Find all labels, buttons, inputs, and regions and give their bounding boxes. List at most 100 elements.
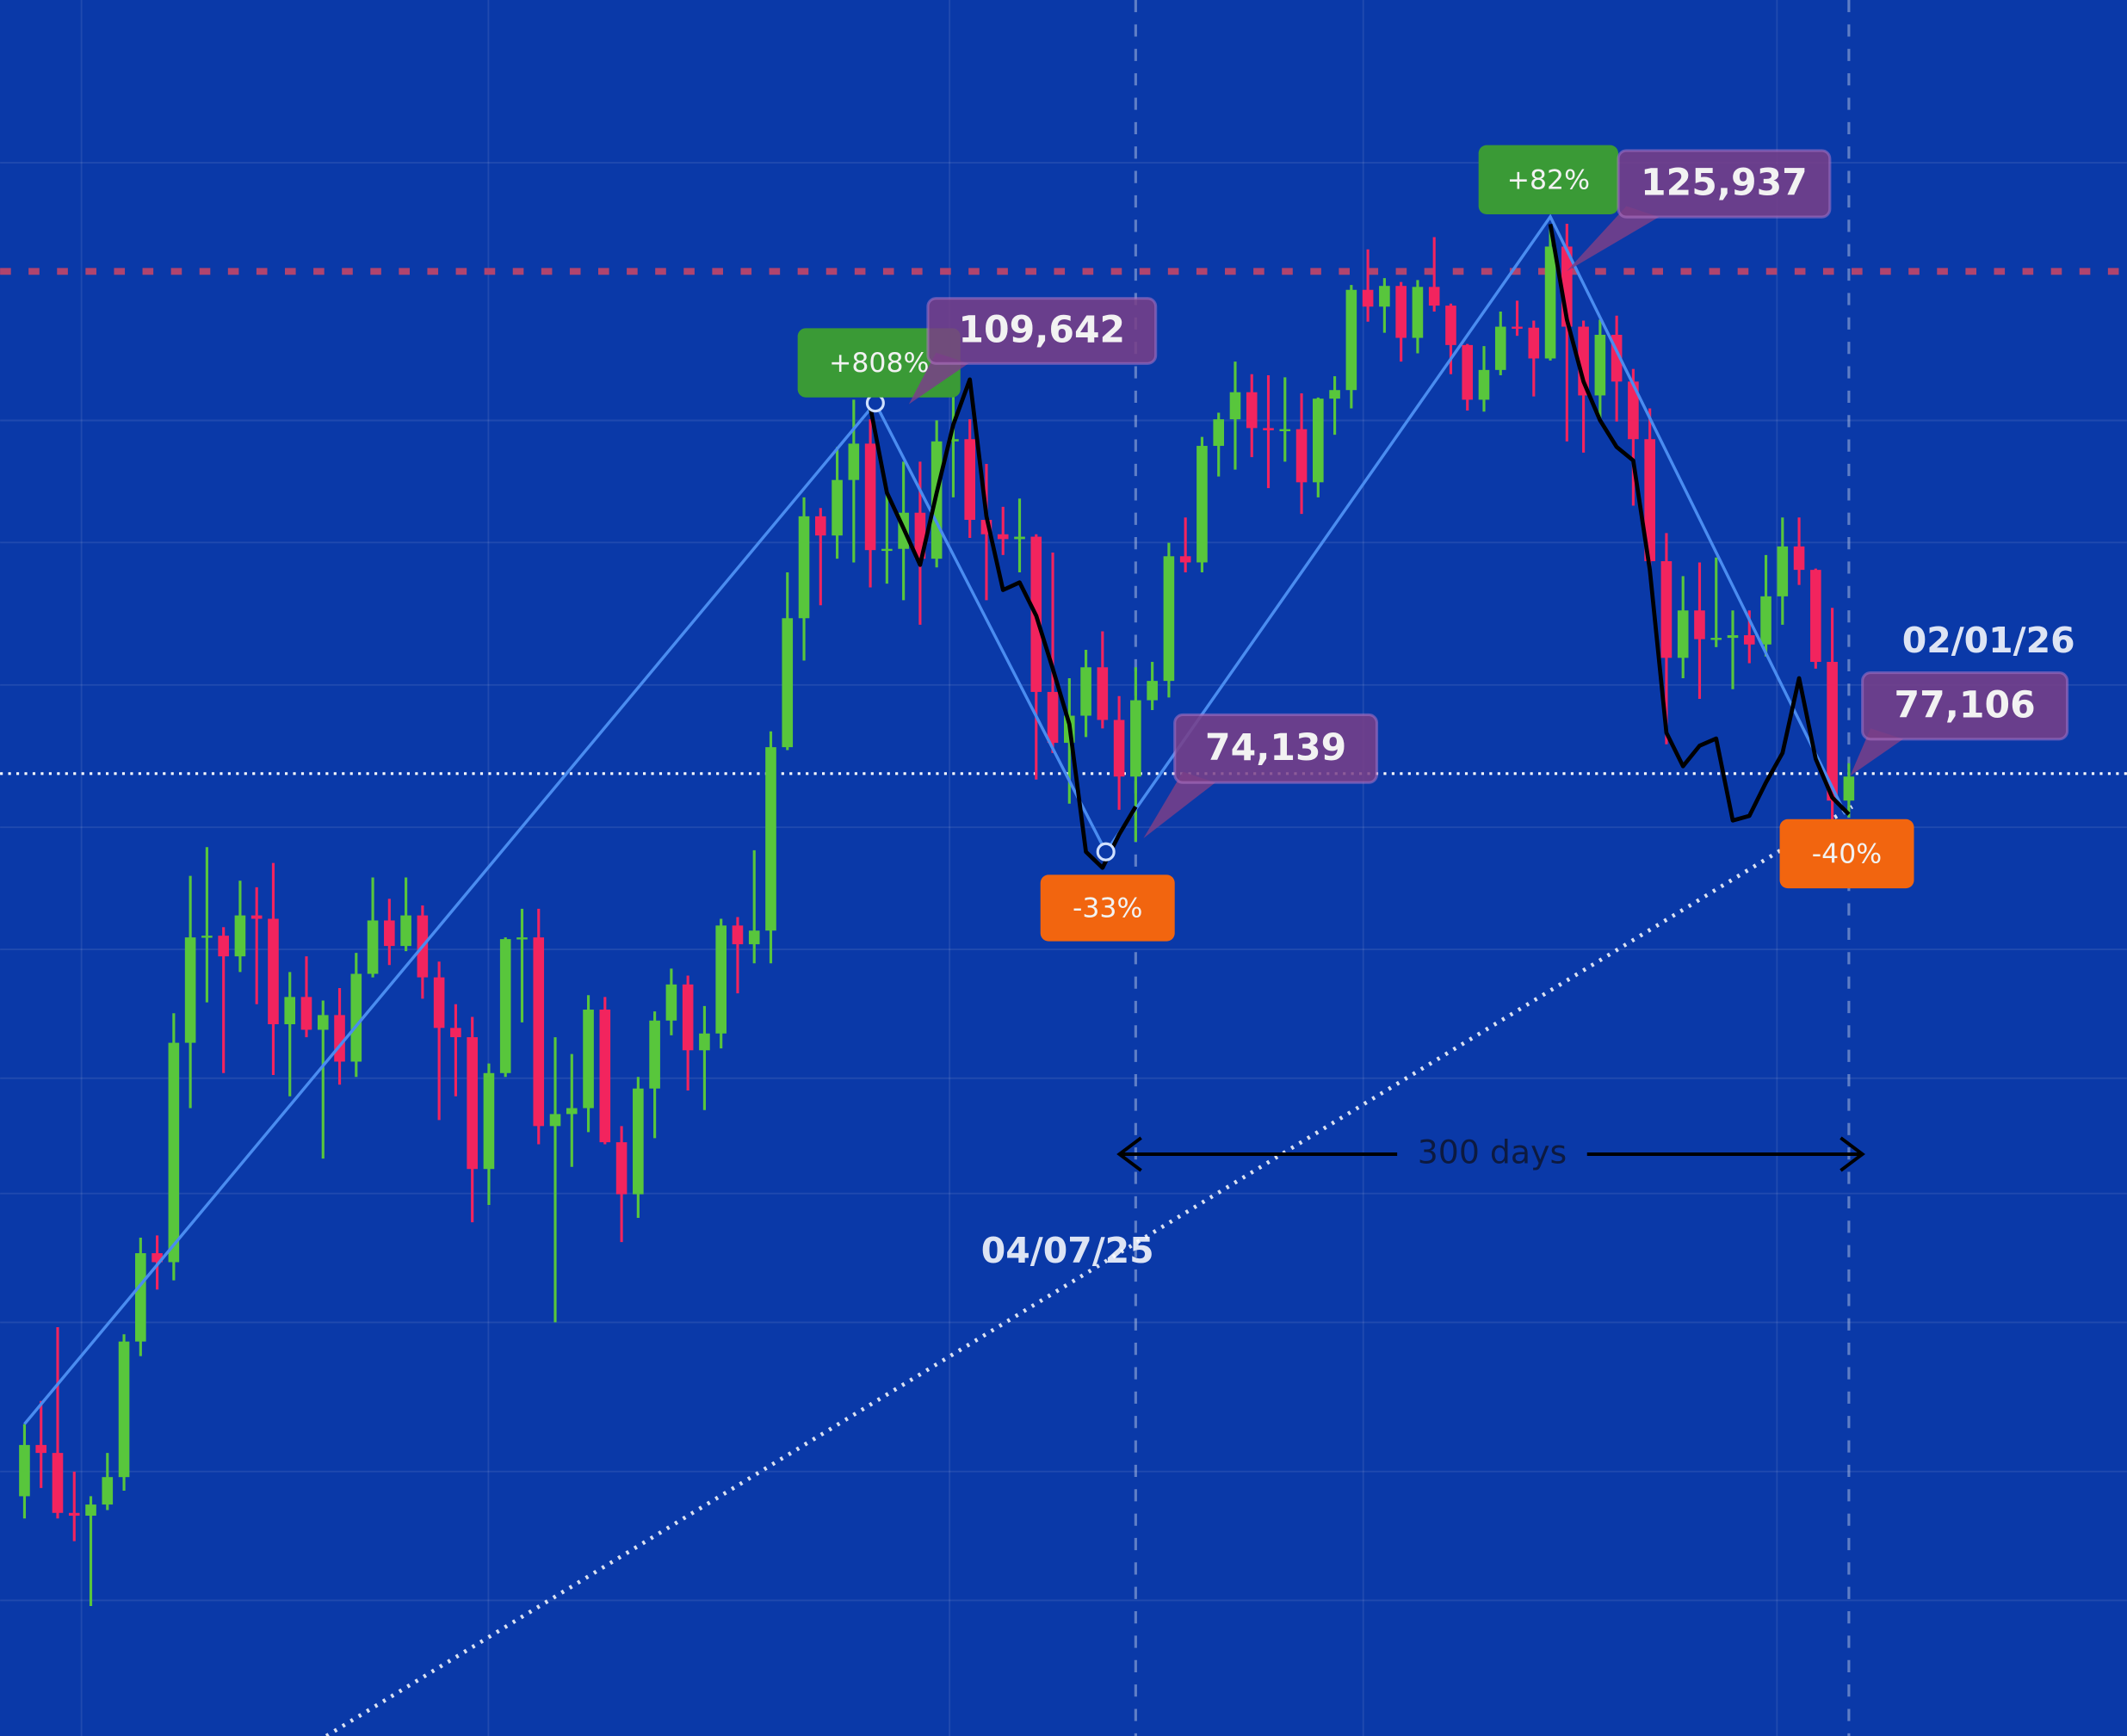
candle-body — [1677, 610, 1689, 658]
candle-body — [35, 1444, 47, 1454]
trend-line — [325, 805, 1853, 1736]
span-arrowhead — [1116, 1136, 1142, 1172]
candle-body — [1694, 610, 1705, 639]
overlay-line — [1548, 223, 1851, 823]
annotation-text: -40% — [1812, 839, 1882, 870]
annotation-pointer — [1567, 206, 1660, 272]
candle-body — [483, 1072, 495, 1170]
candle-body — [864, 443, 876, 551]
candle-body — [384, 920, 395, 947]
candle-body — [1080, 667, 1091, 716]
candle-body — [467, 1037, 478, 1170]
candle-body — [1047, 691, 1059, 744]
candle-body — [1594, 334, 1606, 396]
candle-body — [1229, 392, 1241, 420]
candle-body — [1512, 326, 1523, 329]
candle-body — [250, 915, 263, 919]
annotation-pointer — [1143, 771, 1215, 838]
candle-body — [1379, 286, 1390, 307]
candle-body — [516, 937, 528, 940]
candle-body — [948, 439, 959, 442]
candle-body — [1412, 287, 1424, 338]
candle-body — [300, 997, 312, 1030]
candle-body — [1628, 381, 1639, 440]
candle-body — [881, 548, 893, 552]
annotation-text: 74,139 — [1205, 727, 1346, 769]
candle-body — [732, 925, 744, 945]
candle-body — [665, 984, 677, 1021]
candle-body — [1528, 327, 1540, 359]
annotation-pointer — [908, 352, 969, 405]
candle-body — [782, 618, 794, 748]
span-arrowhead — [1839, 1136, 1865, 1172]
candle-body — [499, 939, 511, 1073]
candle-body — [1644, 439, 1655, 562]
candle-body — [1014, 536, 1025, 540]
candle-body — [1163, 556, 1175, 682]
candle-body — [19, 1444, 30, 1497]
candle-body — [997, 534, 1009, 540]
candle-body — [367, 920, 379, 974]
candle-body — [1843, 776, 1855, 801]
candle-body — [1113, 720, 1125, 777]
candle-body — [633, 1088, 644, 1195]
candle-body — [715, 925, 727, 1034]
span-label: 300 days — [1418, 1133, 1567, 1171]
candle-body — [1362, 289, 1374, 307]
candle-body — [184, 937, 196, 1043]
annotation-box — [1779, 819, 1914, 889]
candle-body — [1179, 556, 1191, 563]
candle-body — [1445, 306, 1456, 345]
annotation-box — [926, 297, 1158, 365]
candle-body — [1147, 681, 1158, 701]
candle-body — [218, 936, 229, 957]
candle-body — [350, 973, 362, 1062]
candle-body — [798, 516, 810, 619]
candle-body — [1130, 700, 1141, 777]
candle-body — [1777, 546, 1789, 596]
candle-body — [334, 1015, 345, 1062]
candle-body — [1295, 429, 1308, 483]
candle-body — [118, 1341, 130, 1478]
candle-body — [268, 918, 279, 1025]
candle-body — [832, 479, 843, 536]
candle-body — [1097, 667, 1109, 720]
candle-body — [317, 1015, 329, 1030]
candle-body — [765, 747, 776, 931]
candle-body — [1246, 392, 1258, 429]
candle-body — [1313, 398, 1324, 483]
candle-body — [1810, 570, 1821, 663]
candle-body — [151, 1253, 163, 1263]
annotation-text: +82% — [1507, 164, 1590, 195]
candle-body — [85, 1504, 96, 1517]
candle-body — [1428, 287, 1440, 306]
candle-body — [1827, 662, 1838, 801]
candle-body — [1743, 635, 1755, 645]
candle-body — [1279, 429, 1291, 432]
candle-body — [549, 1114, 561, 1127]
candle-body — [1544, 246, 1556, 359]
candle-body — [1660, 561, 1673, 658]
candle-body — [748, 930, 760, 945]
candle-body — [682, 984, 694, 1051]
annotation-box — [1173, 713, 1379, 784]
candle-body — [135, 1253, 146, 1342]
candle-body — [400, 915, 411, 947]
candle-body — [234, 915, 246, 957]
candle-body — [1395, 286, 1407, 338]
candle-body — [615, 1142, 628, 1195]
candle-body — [433, 977, 445, 1029]
candle-body — [450, 1028, 461, 1038]
candle-body — [284, 997, 296, 1025]
annotation-text: 125,937 — [1641, 163, 1808, 205]
candle-body — [1793, 546, 1805, 571]
annotation-text: 109,642 — [958, 310, 1125, 352]
candle-body — [1196, 446, 1208, 563]
candle-body — [848, 443, 860, 480]
annotation-box — [1617, 149, 1832, 219]
candle-body — [52, 1453, 64, 1513]
